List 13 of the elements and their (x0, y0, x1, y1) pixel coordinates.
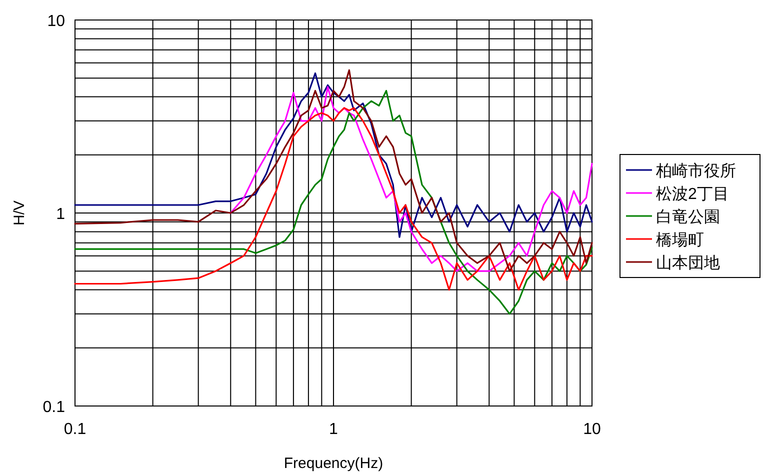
x-axis-title: Frequency(Hz) (284, 455, 384, 472)
legend-label: 橋場町 (656, 231, 704, 249)
legend-label: 柏崎市役所 (655, 162, 736, 180)
y-tick-label: 1 (56, 206, 66, 223)
y-tick-label: 0.1 (42, 399, 66, 416)
y-tick-label: 10 (47, 13, 66, 30)
legend-label: 山本団地 (656, 254, 720, 272)
x-tick-label: 1 (329, 421, 338, 438)
x-tick-label: 0.1 (64, 421, 86, 438)
y-axis-title: H/V (11, 200, 28, 226)
legend-label: 白竜公園 (656, 208, 720, 226)
legend-label: 松波2丁目 (656, 185, 729, 203)
x-tick-label: 10 (583, 421, 601, 438)
